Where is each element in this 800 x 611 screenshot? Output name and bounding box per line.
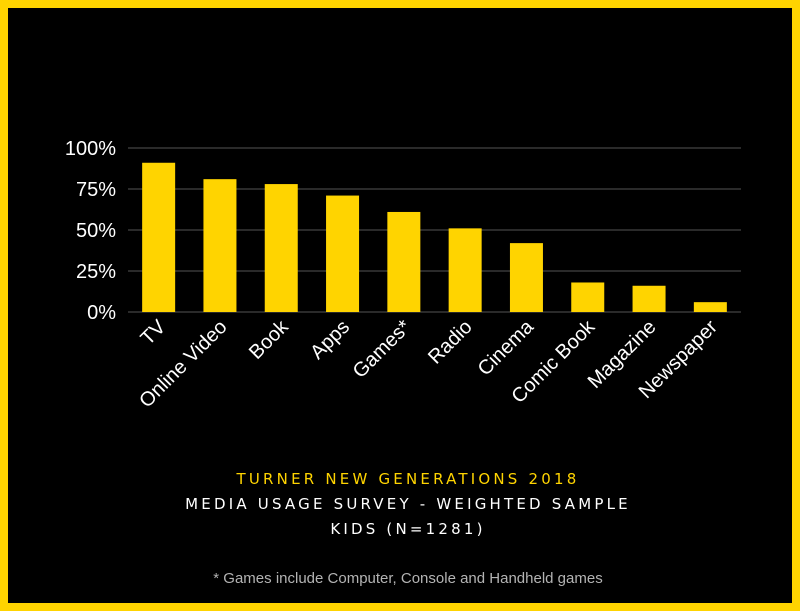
- bar: [142, 162, 176, 312]
- y-tick-label: 0%: [87, 302, 116, 324]
- bar: [203, 179, 237, 312]
- bar: [571, 282, 605, 312]
- caption-title: TURNER NEW GENERATIONS 2018: [236, 470, 580, 488]
- footnote: * Games include Computer, Console and Ha…: [213, 570, 603, 587]
- y-tick-label: 25%: [76, 261, 116, 283]
- y-tick-label: 50%: [76, 220, 116, 242]
- y-tick-label: 75%: [76, 179, 116, 201]
- bar: [326, 195, 360, 312]
- y-tick-label: 100%: [65, 138, 116, 160]
- caption-subtitle: MEDIA USAGE SURVEY - WEIGHTED SAMPLE: [185, 495, 631, 513]
- bar: [509, 243, 543, 312]
- bar: [264, 184, 298, 312]
- x-tick-label: TV: [137, 316, 171, 350]
- bar: [693, 302, 727, 312]
- x-tick-label: Apps: [306, 316, 354, 364]
- x-tick-label: Games*: [349, 316, 416, 383]
- caption-sample: KIDS (N=1281): [330, 520, 486, 538]
- x-tick-label: Book: [245, 315, 293, 363]
- bar: [448, 228, 482, 312]
- bar: [632, 285, 666, 312]
- bar: [387, 211, 421, 312]
- x-tick-label: Radio: [424, 316, 477, 369]
